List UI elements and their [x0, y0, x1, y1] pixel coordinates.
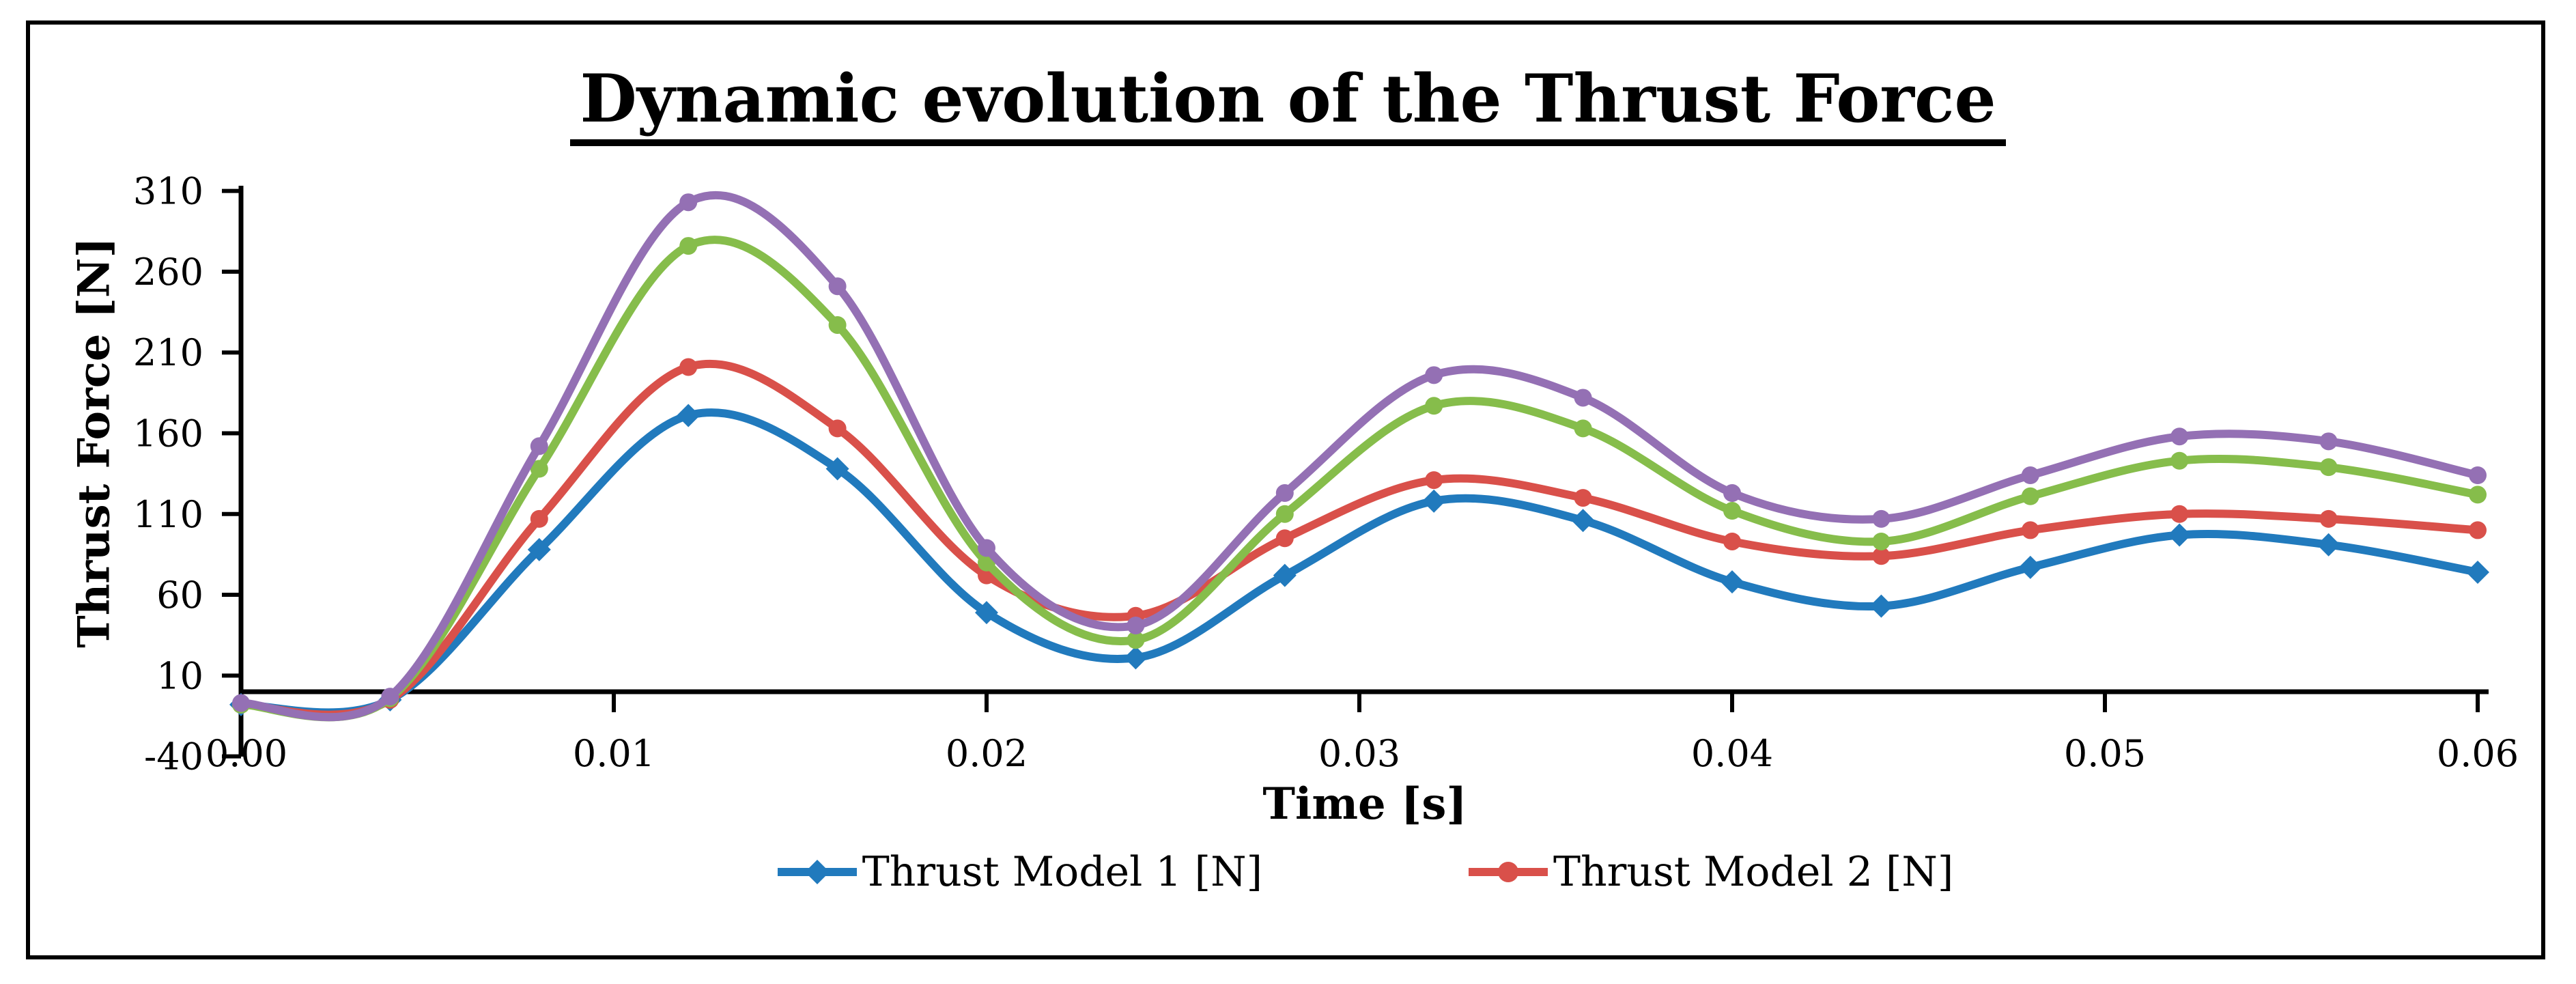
data-point-marker [1574, 389, 1592, 407]
x-tick-label: 0.06 [2437, 732, 2519, 775]
series-curve-1 [237, 408, 2482, 717]
x-axis-title: Time [s] [1262, 778, 1467, 830]
x-tick-label: 0.05 [2064, 732, 2146, 775]
series-curve-4 [237, 191, 2482, 722]
data-point-marker [2021, 487, 2039, 505]
data-point-marker [1571, 509, 1595, 533]
data-point-marker [527, 537, 551, 561]
data-point-marker [1723, 484, 1741, 503]
data-point-marker [2170, 451, 2189, 470]
legend-item-label: Thrust Model 2 [N] [1553, 848, 1954, 896]
data-point-marker [1872, 509, 1891, 528]
y-tick-label: 60 [156, 574, 203, 617]
data-point-marker [2170, 427, 2189, 446]
data-point-marker [1872, 547, 1891, 565]
data-point-marker [381, 688, 399, 706]
data-point-marker [530, 509, 548, 528]
data-point-marker [1869, 594, 1893, 618]
data-point-marker [828, 277, 847, 296]
legend-circle-marker-icon [1469, 862, 1548, 882]
data-point-marker [677, 404, 700, 427]
chart-title: Dynamic evolution of the Thrust Force [570, 63, 2006, 146]
data-point-marker [825, 457, 849, 481]
y-tick-label: 10 [156, 654, 203, 697]
data-point-marker [2021, 466, 2039, 484]
data-point-marker [1723, 502, 1741, 520]
data-point-marker [2170, 505, 2189, 523]
y-tick-label: 310 [133, 170, 203, 213]
data-point-marker [1574, 419, 1592, 438]
x-tick-label: 0.03 [1318, 732, 1400, 775]
data-point-marker [232, 694, 250, 712]
legend-diamond-marker-icon [777, 860, 857, 884]
data-point-marker [978, 539, 995, 557]
data-point-marker [1127, 631, 1145, 649]
y-tick-label: 160 [133, 412, 203, 455]
data-point-marker [1872, 532, 1891, 550]
data-point-marker [2168, 523, 2192, 547]
data-point-marker [530, 460, 548, 478]
data-point-marker [2021, 521, 2039, 539]
data-point-marker [1721, 570, 1744, 594]
legend: Thrust Model 1 [N] Thrust Model 2 [N] [241, 848, 2489, 896]
legend-item-label: Thrust Model 1 [N] [862, 848, 1262, 896]
y-tick-label: 260 [133, 251, 203, 294]
figure-frame [26, 20, 2545, 959]
data-point-marker [1422, 489, 1446, 513]
data-point-marker [2018, 555, 2042, 579]
x-tick-label: 0.01 [573, 732, 655, 775]
data-point-marker [2469, 521, 2487, 539]
data-point-marker [1723, 532, 1741, 550]
data-point-marker [2466, 560, 2489, 584]
data-point-marker [2319, 458, 2338, 477]
data-point-marker [679, 193, 698, 212]
data-point-marker [828, 315, 847, 334]
data-point-marker [2317, 533, 2340, 557]
data-point-marker [1275, 505, 1294, 523]
x-tick-label: 0.04 [1691, 732, 1773, 775]
data-point-marker [2319, 509, 2338, 528]
data-point-marker [2319, 432, 2338, 451]
data-point-marker [2469, 466, 2487, 484]
data-point-marker [679, 358, 698, 376]
data-point-marker [975, 601, 998, 625]
data-point-marker [1425, 471, 1443, 490]
y-tick-label: 210 [133, 331, 203, 374]
y-tick-label: -40 [144, 735, 203, 778]
data-point-marker [1425, 397, 1443, 415]
x-tick-label: 0.00 [206, 732, 287, 775]
x-tick-label: 0.02 [946, 732, 1028, 775]
data-point-marker [2469, 486, 2487, 504]
y-axis-title: Thrust Force [N] [68, 237, 120, 648]
data-point-marker [1124, 646, 1148, 670]
data-point-marker [1273, 563, 1297, 587]
data-point-marker [1574, 489, 1592, 507]
data-point-marker [1425, 366, 1443, 384]
data-point-marker [1275, 484, 1294, 503]
legend-item: Thrust Model 1 [N] [776, 848, 1262, 896]
data-point-marker [828, 419, 847, 438]
legend-item: Thrust Model 2 [N] [1467, 848, 1953, 896]
data-point-marker [1127, 617, 1145, 635]
data-point-marker [530, 437, 548, 455]
data-point-marker [679, 237, 698, 255]
data-point-marker [1275, 529, 1294, 548]
x-axis-title-row: Time [s] [241, 778, 2489, 830]
y-tick-label: 110 [133, 493, 203, 536]
chart-title-row: Dynamic evolution of the Thrust Force [0, 63, 2576, 146]
